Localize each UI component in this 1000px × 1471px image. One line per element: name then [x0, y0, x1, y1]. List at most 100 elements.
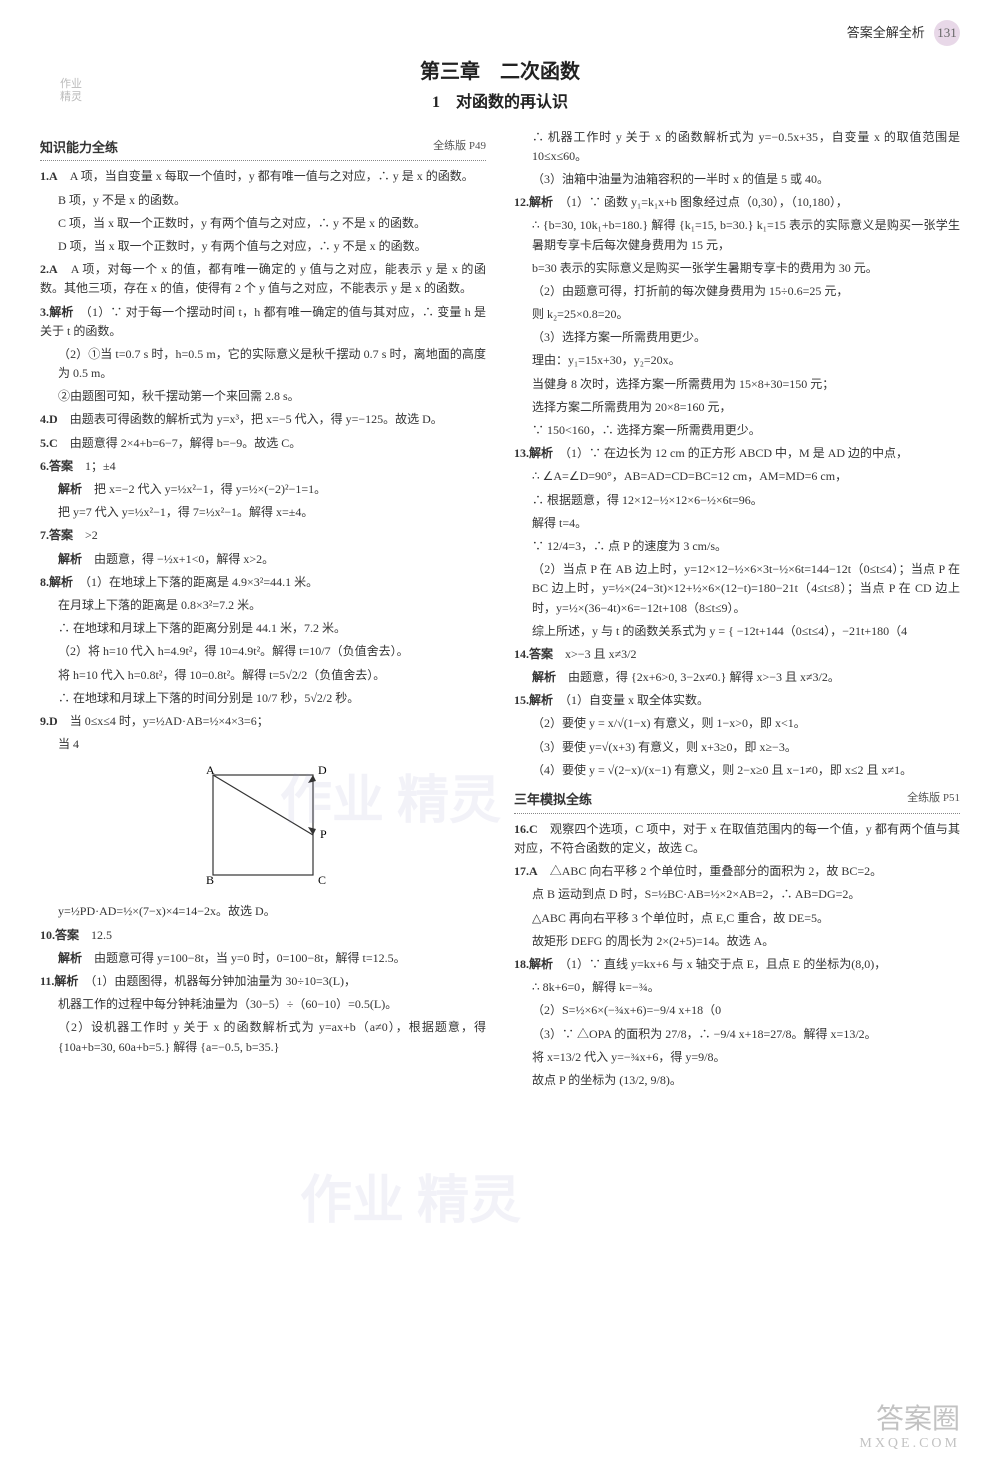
answer-entry: 解析 把 x=−2 代入 y=½x²−1，得 y=½×(−2)²−1=1。	[58, 480, 486, 499]
answer-entry: 解析 由题意，得 −½x+1<0，解得 x>2。	[58, 550, 486, 569]
svg-text:D: D	[318, 763, 327, 777]
entry-text: 把 x=−2 代入 y=½x²−1，得 y=½×(−2)²−1=1。	[94, 482, 326, 496]
answer-entry: 11.解析 （1）由题图得，机器每分钟加油量为 30÷10=3(L)，	[40, 972, 486, 991]
answer-entry: C 项，当 x 取一个正数时，y 有两个值与之对应，∴ y 不是 x 的函数。	[58, 214, 486, 233]
answer-entry: B 项，y 不是 x 的函数。	[58, 191, 486, 210]
answer-entry: ∴ 机器工作时 y 关于 x 的函数解析式为 y=−0.5x+35，自变量 x …	[532, 128, 960, 166]
answer-entry: 将 x=13/2 代入 y=−¾x+6，得 y=9/8。	[532, 1048, 960, 1067]
entry-text: 解得 t=4。	[532, 516, 587, 530]
answer-entry: 将 h=10 代入 h=0.8t²，得 10=0.8t²。解得 t=5√2/2（…	[58, 666, 486, 685]
entry-text: 综上所述，y 与 t 的函数关系式为 y = { −12t+144（0≤t≤4）…	[532, 624, 907, 638]
entry-text: 观察四个选项，C 项中，对于 x 在取值范围内的每一个值，y 都有两个值与其对应…	[514, 822, 960, 855]
entry-label: 16.C	[514, 822, 538, 836]
answer-entry: （2）将 h=10 代入 h=4.9t²，得 10=4.9t²。解得 t=10/…	[58, 642, 486, 661]
answer-entry: ∴ 8k+6=0，解得 k=−¾。	[532, 978, 960, 997]
entry-text: A 项，对每一个 x 的值，都有唯一确定的 y 值与之对应，能表示 y 是 x …	[40, 262, 486, 295]
entry-text: 由题意得 2×4+b=6−7，解得 b=−9。故选 C。	[70, 436, 302, 450]
answer-entry: 解得 t=4。	[532, 514, 960, 533]
entry-text: 当 4	[58, 737, 79, 751]
answer-entry: ∵ 150<160，∴ 选择方案一所需费用更少。	[532, 421, 960, 440]
answer-entry: （2）①当 t=0.7 s 时，h=0.5 m，它的实际意义是秋千摆动 0.7 …	[58, 345, 486, 383]
answer-entry: 机器工作的过程中每分钟耗油量为（30−5）÷（60−10）=0.5(L)。	[58, 995, 486, 1014]
entry-label: 17.A	[514, 864, 538, 878]
answer-entry: 综上所述，y 与 t 的函数关系式为 y = { −12t+144（0≤t≤4）…	[532, 622, 960, 641]
answer-entry: 16.C 观察四个选项，C 项中，对于 x 在取值范围内的每一个值，y 都有两个…	[514, 820, 960, 858]
entry-text: ②由题图可知，秋千摆动第一个来回需 2.8 s。	[58, 389, 300, 403]
entry-text: ∴ 机器工作时 y 关于 x 的函数解析式为 y=−0.5x+35，自变量 x …	[532, 130, 960, 163]
entry-text: 由题意，得 {2x+6>0, 3−2x≠0.} 解得 x>−3 且 x≠3/2。	[568, 670, 840, 684]
entry-text: （2）S=½×6×(−¾x+6)=−9/4 x+18（0	[532, 1003, 721, 1017]
entry-text: 把 y=7 代入 y=½x²−1，得 7=½x²−1。解得 x=±4。	[58, 505, 313, 519]
answer-entry: ∴ ∠A=∠D=90°，AB=AD=CD=BC=12 cm，AM=MD=6 cm…	[532, 467, 960, 486]
entry-label: 3.解析	[40, 305, 74, 319]
entry-text: >2	[85, 528, 98, 542]
entry-text: A 项，当自变量 x 每取一个值时，y 都有唯一值与之对应，∴ y 是 x 的函…	[70, 169, 474, 183]
answer-entry: 点 B 运动到点 D 时，S=½BC·AB=½×2×AB=2，∴ AB=DG=2…	[532, 885, 960, 904]
answer-entry: （4）要使 y = √(2−x)/(x−1) 有意义，则 2−x≥0 且 x−1…	[532, 761, 960, 780]
entry-label: 2.A	[40, 262, 58, 276]
entry-text: D 项，当 x 取一个正数时，y 有两个值与之对应，∴ y 不是 x 的函数。	[58, 239, 427, 253]
answer-entry: D 项，当 x 取一个正数时，y 有两个值与之对应，∴ y 不是 x 的函数。	[58, 237, 486, 256]
answer-entry: 4.D 由题表可得函数的解析式为 y=x³，把 x=−5 代入，得 y=−125…	[40, 410, 486, 429]
entry-label: 13.解析	[514, 446, 553, 460]
answer-entry: △ABC 再向右平移 3 个单位时，点 E,C 重合，故 DE=5。	[532, 909, 960, 928]
answer-entry: 解析 由题意，得 {2x+6>0, 3−2x≠0.} 解得 x>−3 且 x≠3…	[532, 668, 960, 687]
answer-entry: y=½PD·AD=½×(7−x)×4=14−2x。故选 D。	[58, 902, 486, 921]
answer-entry: ∵ 12/4=3，∴ 点 P 的速度为 3 cm/s。	[532, 537, 960, 556]
entry-text: 理由：y₁=15x+30，y₂=20x。	[532, 353, 681, 367]
entry-label: 12.解析	[514, 195, 553, 209]
entry-text: （1）在地球上下落的距离是 4.9×3²=44.1 米。	[85, 575, 318, 589]
entry-text: （1）∵ 在边长为 12 cm 的正方形 ABCD 中，M 是 AD 边的中点，	[565, 446, 908, 460]
page-header: 答案全解全析 131	[40, 20, 960, 46]
svg-text:B: B	[206, 873, 214, 887]
answer-entry: 15.解析 （1）自变量 x 取全体实数。	[514, 691, 960, 710]
entry-text: ∴ 根据题意，得 12×12−½×12×6−½×6t=96。	[532, 493, 763, 507]
watermark-text: 作业 精灵	[300, 1160, 521, 1243]
knowledge-ref: 全练版 P49	[433, 138, 486, 156]
entry-text: （2）当点 P 在 AB 边上时，y=12×12−½×6×3t−½×6t=144…	[532, 562, 960, 614]
entry-text: 故矩形 DEFG 的周长为 2×(2+5)=14。故选 A。	[532, 934, 774, 948]
entry-label: 1.A	[40, 169, 58, 183]
header-label: 答案全解全析	[847, 25, 925, 40]
entry-text: （3）选择方案一所需费用更少。	[532, 330, 706, 344]
entry-text: ∵ 12/4=3，∴ 点 P 的速度为 3 cm/s。	[532, 539, 727, 553]
entry-label: 解析	[532, 670, 556, 684]
answer-entry: ②由题图可知，秋千摆动第一个来回需 2.8 s。	[58, 387, 486, 406]
answer-entry: （3）油箱中油量为油箱容积的一半时 x 的值是 5 或 40。	[532, 170, 960, 189]
section-title: 1 对函数的再认识	[40, 90, 960, 116]
entry-text: △ABC 再向右平移 3 个单位时，点 E,C 重合，故 DE=5。	[532, 911, 829, 925]
entry-label: 8.解析	[40, 575, 73, 589]
entry-label: 解析	[58, 951, 82, 965]
entry-label: 18.解析	[514, 957, 553, 971]
answer-entry: 选择方案二所需费用为 20×8=160 元，	[532, 398, 960, 417]
answer-entry: 3.解析 （1）∵ 对于每一个摆动时间 t，h 都有唯一确定的值与其对应，∴ 变…	[40, 303, 486, 341]
entry-text: 机器工作的过程中每分钟耗油量为（30−5）÷（60−10）=0.5(L)。	[58, 997, 397, 1011]
answer-entry: （2）设机器工作时 y 关于 x 的函数解析式为 y=ax+b（a≠0），根据题…	[58, 1018, 486, 1056]
entry-label: 解析	[58, 552, 82, 566]
answer-entry: （3）选择方案一所需费用更少。	[532, 328, 960, 347]
answer-entry: 18.解析 （1）∵ 直线 y=kx+6 与 x 轴交于点 E，且点 E 的坐标…	[514, 955, 960, 974]
entry-label: 11.解析	[40, 974, 78, 988]
entry-label: 9.D	[40, 714, 58, 728]
answer-entry: 解析 由题意可得 y=100−8t，当 y=0 时，0=100−8t，解得 t=…	[58, 949, 486, 968]
entry-text: 在月球上下落的距离是 0.8×3²=7.2 米。	[58, 598, 261, 612]
entry-text: 将 h=10 代入 h=0.8t²，得 10=0.8t²。解得 t=5√2/2（…	[58, 668, 385, 682]
answer-entry: 10.答案 12.5	[40, 926, 486, 945]
answer-entry: 8.解析 （1）在地球上下落的距离是 4.9×3²=44.1 米。	[40, 573, 486, 592]
answer-entry: 13.解析 （1）∵ 在边长为 12 cm 的正方形 ABCD 中，M 是 AD…	[514, 444, 960, 463]
answer-entry: 5.C 由题意得 2×4+b=6−7，解得 b=−9。故选 C。	[40, 434, 486, 453]
answer-entry: （3）要使 y=√(x+3) 有意义，则 x+3≥0，即 x≥−3。	[532, 738, 960, 757]
entry-text: 将 x=13/2 代入 y=−¾x+6，得 y=9/8。	[532, 1050, 726, 1064]
entry-label: 15.解析	[514, 693, 553, 707]
entry-text: （1）∵ 函数 y₁=k₁x+b 图象经过点（0,30），（10,180），	[565, 195, 848, 209]
entry-text: 由题意可得 y=100−8t，当 y=0 时，0=100−8t，解得 t=12.…	[94, 951, 406, 965]
entry-text: ∴ 8k+6=0，解得 k=−¾。	[532, 980, 660, 994]
answer-entry: （3）∵ △OPA 的面积为 27/8，∴ −9/4 x+18=27/8。解得 …	[532, 1025, 960, 1044]
answer-entry: 7.答案 >2	[40, 526, 486, 545]
entry-text: 点 B 运动到点 D 时，S=½BC·AB=½×2×AB=2，∴ AB=DG=2…	[532, 887, 860, 901]
entry-text: （2）由题意可得，打折前的每次健身费用为 15÷0.6=25 元，	[532, 284, 848, 298]
entry-text: 当健身 8 次时，选择方案一所需费用为 15×8+30=150 元；	[532, 377, 834, 391]
entry-text: C 项，当 x 取一个正数时，y 有两个值与之对应，∴ y 不是 x 的函数。	[58, 216, 426, 230]
entry-text: 1；±4	[85, 459, 116, 473]
entry-text: （3）要使 y=√(x+3) 有意义，则 x+3≥0，即 x≥−3。	[532, 740, 797, 754]
